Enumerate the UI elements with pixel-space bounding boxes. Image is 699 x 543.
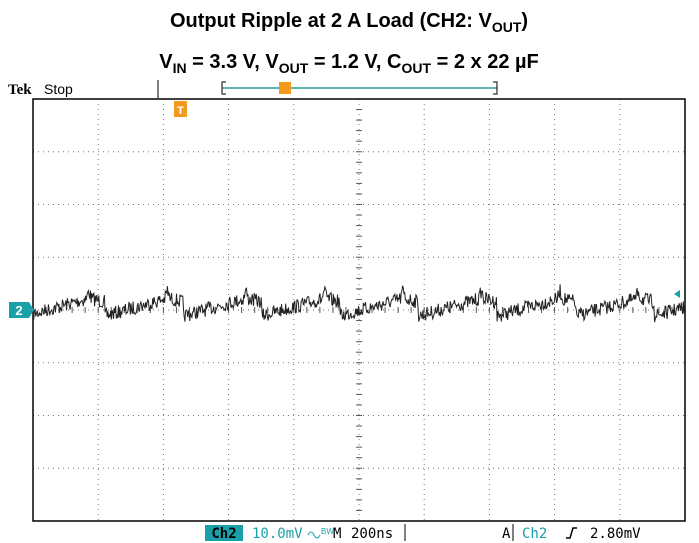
footer-channel: Ch2 (211, 526, 236, 542)
scope-screenshot: Output Ripple at 2 A Load (CH2: VOUT) VI… (0, 0, 699, 543)
title-text: = 1.2 V, C (308, 51, 401, 73)
title-text: V (159, 51, 173, 73)
title-line1: Output Ripple at 2 A Load (CH2: VOUT) (170, 10, 528, 35)
status: Stop (44, 81, 73, 97)
title-text: Output Ripple at 2 A Load (CH2: V (170, 10, 493, 32)
trigger-slope (566, 528, 577, 538)
title-text: = 2 x 22 µF (431, 51, 539, 73)
title-subscript: IN (173, 60, 187, 76)
record-trigger (279, 82, 291, 94)
title-subscript: OUT (401, 60, 431, 76)
footer-trigger-mode: A (502, 526, 511, 542)
channel-marker: 2 (15, 303, 22, 318)
screen (33, 99, 685, 521)
footer-timebase-label: M (333, 526, 341, 542)
footer-trigger-channel: Ch2 (522, 526, 547, 542)
footer-trigger-level: 2.80mV (590, 526, 641, 542)
title-subscript: OUT (492, 19, 522, 35)
title-line2: VIN = 3.3 V, VOUT = 1.2 V, COUT = 2 x 22… (159, 51, 539, 76)
trigger-marker: T (177, 105, 184, 117)
trigger-level-marker (674, 290, 680, 298)
bw-symbol (308, 532, 320, 538)
footer-scale: 10.0mV (252, 526, 303, 542)
title-text: = 3.3 V, V (187, 51, 280, 73)
brand: Tek (8, 82, 32, 98)
title-text: ) (521, 10, 528, 32)
title-subscript: OUT (279, 60, 309, 76)
footer-timebase: 200ns (351, 526, 393, 542)
